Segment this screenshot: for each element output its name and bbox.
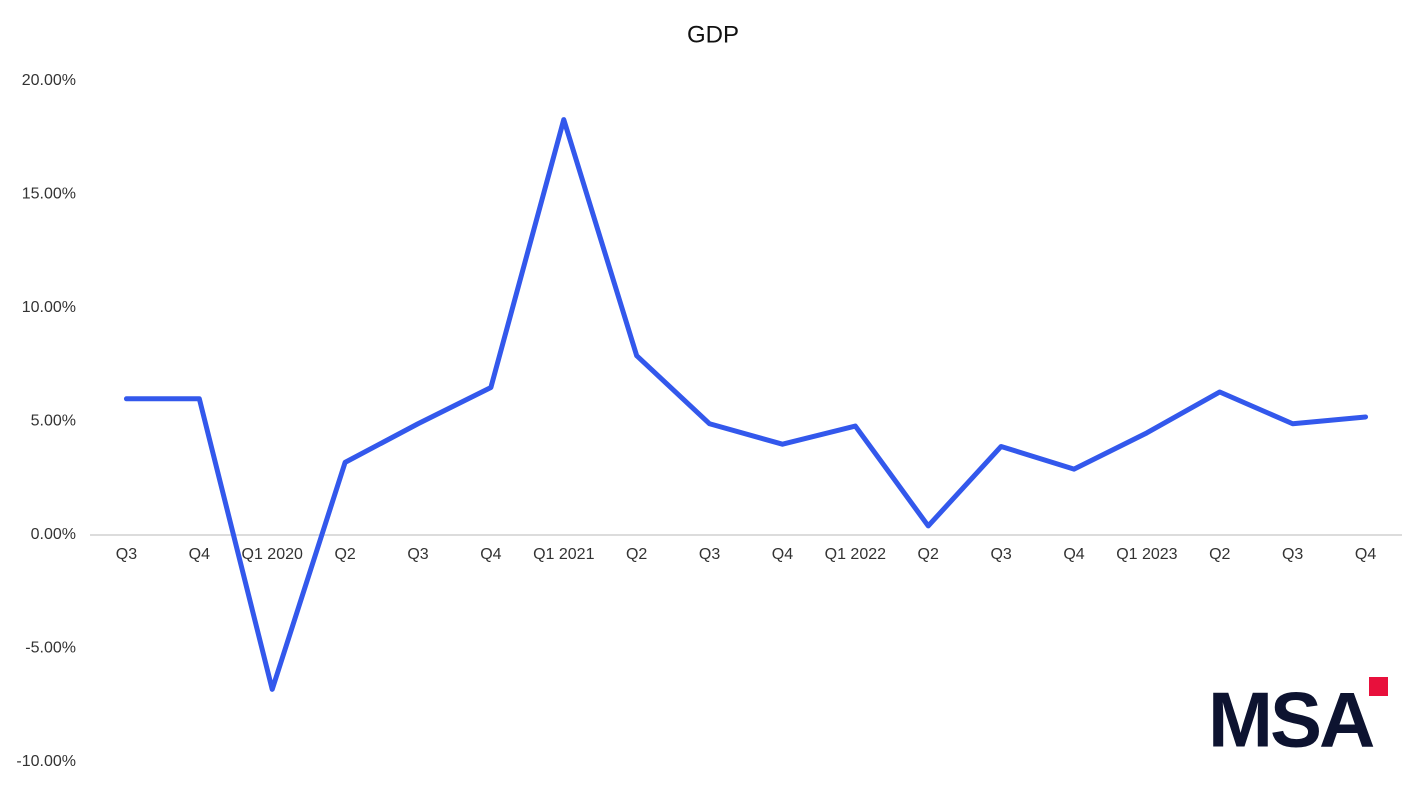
x-tick-label: Q3 (407, 546, 428, 563)
x-tick-label: Q3 (699, 546, 720, 563)
x-tick-label: Q2 (334, 546, 355, 563)
x-tick-label: Q3 (990, 546, 1011, 563)
y-tick-label: 20.00% (22, 72, 76, 89)
x-tick-label: Q4 (480, 546, 501, 563)
y-tick-label: -10.00% (16, 753, 76, 770)
logo-mark (1369, 677, 1388, 696)
y-tick-label: 0.00% (31, 526, 76, 543)
x-tick-label: Q2 (626, 546, 647, 563)
x-tick-label: Q4 (189, 546, 210, 563)
x-tick-label: Q2 (918, 546, 939, 563)
y-tick-label: 10.00% (22, 299, 76, 316)
data-line (123, 117, 1369, 692)
y-tick-label: -5.00% (25, 640, 76, 657)
x-tick-label: Q1 2022 (825, 546, 886, 563)
y-tick-label: 5.00% (31, 413, 76, 430)
logo-text: MSA (1208, 676, 1374, 764)
x-tick-label: Q2 (1209, 546, 1230, 563)
x-tick-label: Q4 (772, 546, 793, 563)
x-tick-label: Q1 2023 (1116, 546, 1177, 563)
chart-title: GDP (687, 21, 739, 48)
x-tick-label: Q1 2021 (533, 546, 594, 563)
x-tick-label: Q3 (1282, 546, 1303, 563)
y-tick-label: 15.00% (22, 186, 76, 203)
x-tick-label: Q4 (1063, 546, 1084, 563)
x-tick-label: Q1 2020 (242, 546, 303, 563)
x-tick-label: Q4 (1355, 546, 1376, 563)
x-tick-label: Q3 (116, 546, 137, 563)
